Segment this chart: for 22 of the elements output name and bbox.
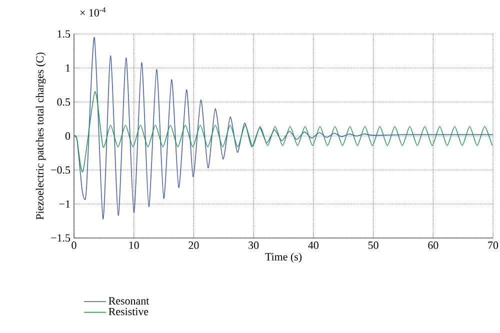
line-series bbox=[74, 91, 493, 172]
y-tick-label: 1 bbox=[66, 64, 70, 72]
legend-label: Resistive bbox=[108, 308, 148, 316]
x-tick-label: 60 bbox=[428, 242, 438, 249]
x-tick-label: 50 bbox=[368, 242, 378, 249]
y-tick-label: −0.5 bbox=[51, 166, 70, 174]
y-axis-title: Piezoelectric patches total charges (C) bbox=[36, 52, 46, 220]
x-tick-label: 40 bbox=[308, 242, 318, 249]
x-axis-title: Time (s) bbox=[265, 252, 302, 263]
y-tick-label: −1.5 bbox=[51, 234, 70, 242]
y-tick-label: 0 bbox=[65, 132, 70, 140]
y-tick-label: −1 bbox=[59, 200, 70, 208]
y-tick-label: 0.5 bbox=[57, 98, 70, 106]
x-tick-label: 0 bbox=[72, 242, 76, 249]
y-tick-label: 1.5 bbox=[58, 30, 70, 38]
legend-label: Resonant bbox=[108, 297, 150, 305]
x-tick-label: 70 bbox=[488, 242, 498, 249]
text: × 10$^{-4}$ bbox=[80, 7, 106, 16]
x-tick-label: 10 bbox=[129, 242, 139, 249]
x-tick-label: 20 bbox=[188, 242, 199, 249]
line-series bbox=[74, 37, 494, 220]
x-tick-label: 30 bbox=[248, 242, 259, 249]
